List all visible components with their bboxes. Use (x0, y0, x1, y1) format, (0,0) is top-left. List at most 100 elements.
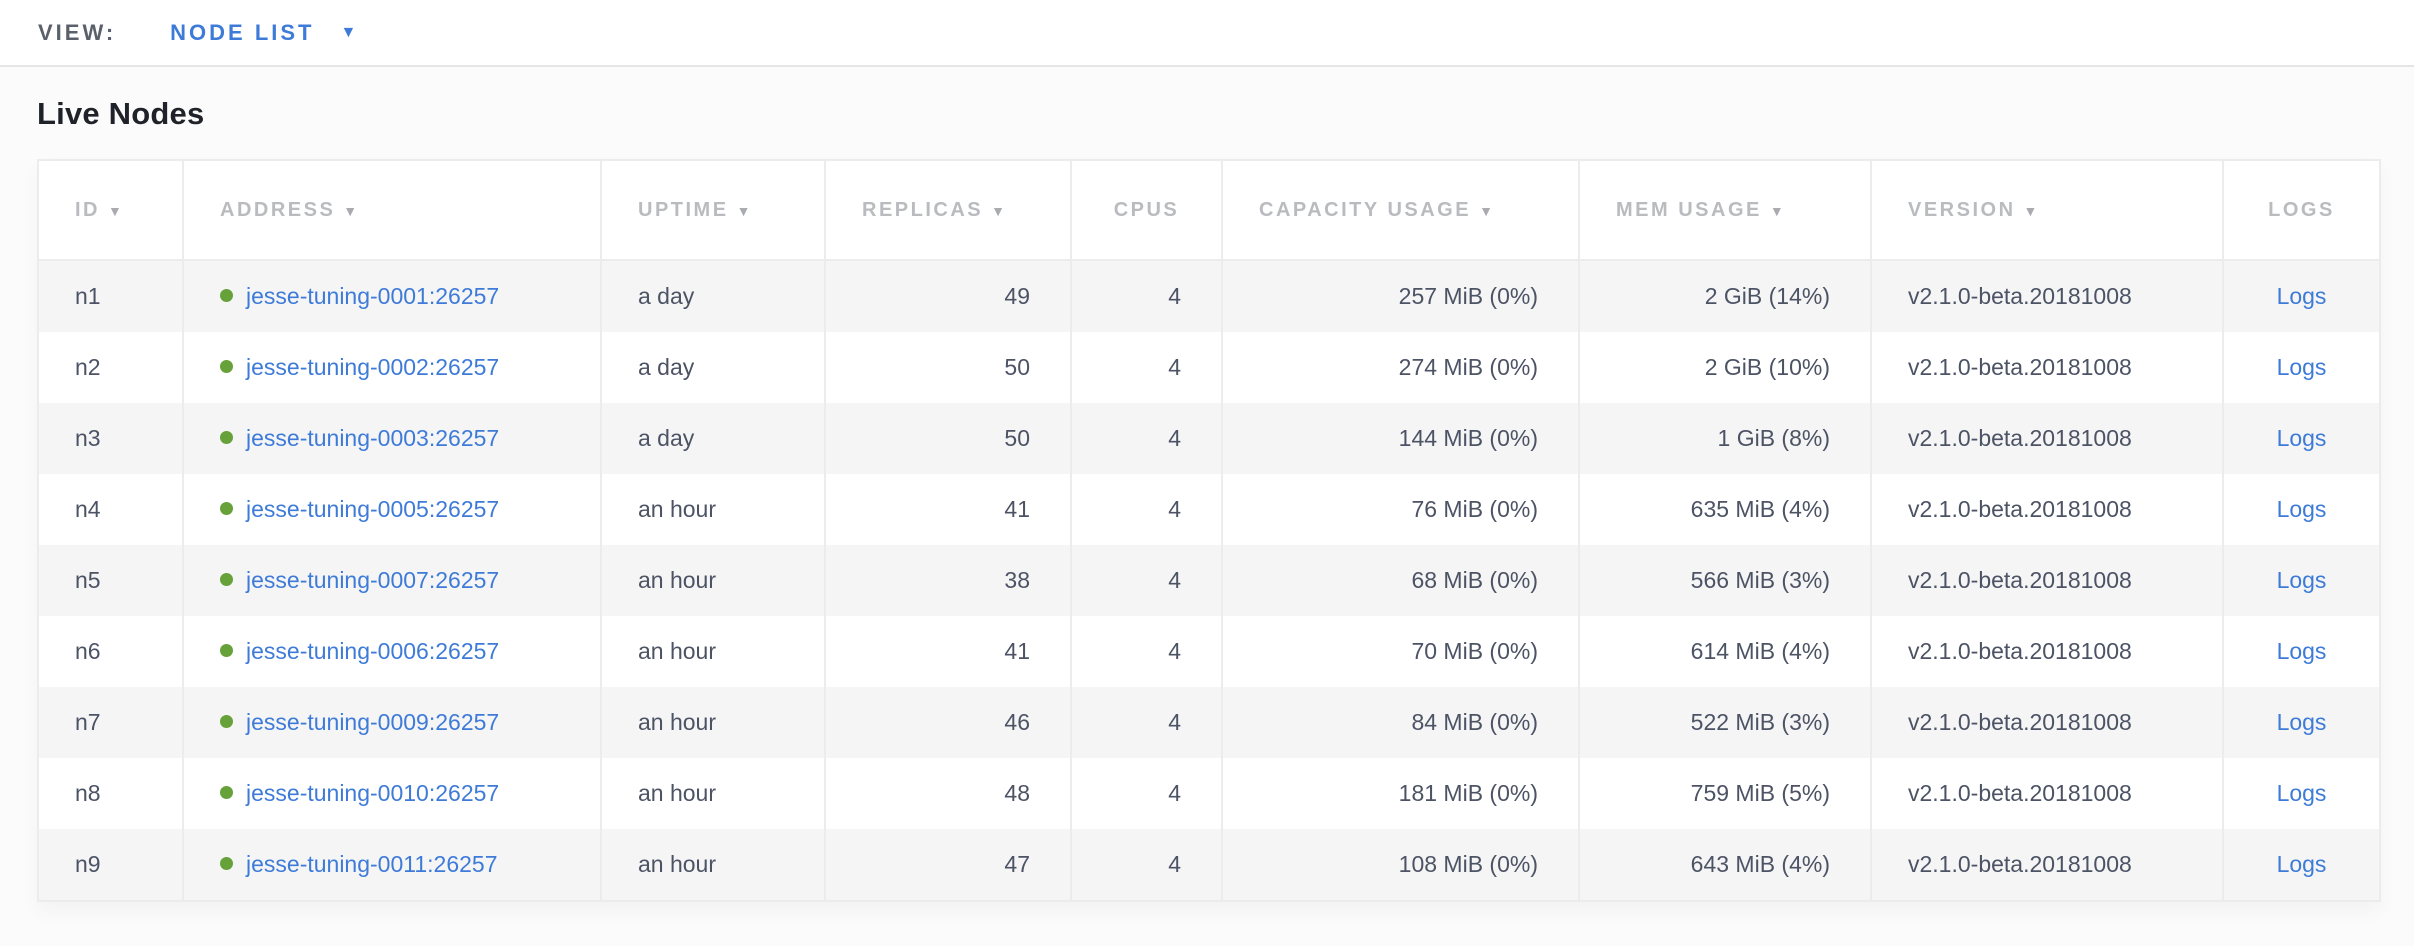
cell-replicas: 48 (826, 758, 1072, 829)
logs-link[interactable]: Logs (2276, 496, 2327, 522)
cell-address: jesse-tuning-0010:26257 (184, 758, 602, 829)
logs-link[interactable]: Logs (2276, 709, 2327, 735)
cell-uptime: an hour (602, 687, 826, 758)
column-header-label: MEM USAGE (1616, 198, 1762, 221)
cell-value: an hour (638, 709, 717, 735)
node-live-status-icon (220, 857, 233, 870)
cell-value: v2.1.0-beta.20181008 (1908, 709, 2132, 735)
cell-value: 643 MiB (4%) (1690, 851, 1830, 877)
cell-value: v2.1.0-beta.20181008 (1908, 638, 2132, 664)
logs-link[interactable]: Logs (2276, 851, 2327, 877)
node-address-link[interactable]: jesse-tuning-0007:26257 (246, 567, 500, 593)
node-address-link[interactable]: jesse-tuning-0006:26257 (246, 638, 500, 664)
sort-desc-icon: ▼ (1769, 202, 1787, 219)
sort-desc-icon: ▼ (1479, 202, 1496, 219)
view-dropdown[interactable]: NODE LIST ▼ (170, 20, 356, 46)
column-header-label: UPTIME (638, 198, 729, 221)
column-header-version[interactable]: VERSION ▼ (1872, 161, 2224, 261)
cell-value: 614 MiB (4%) (1690, 638, 1830, 664)
node-address-link[interactable]: jesse-tuning-0002:26257 (246, 354, 500, 380)
cell-version: v2.1.0-beta.20181008 (1872, 261, 2224, 332)
cell-logs: Logs (2224, 687, 2379, 758)
logs-link[interactable]: Logs (2276, 425, 2327, 451)
cell-mem_usage: 2 GiB (10%) (1580, 332, 1872, 403)
cell-cpus: 4 (1072, 687, 1223, 758)
cell-value: 50 (1004, 354, 1030, 380)
column-header-mem_usage[interactable]: MEM USAGE ▼ (1580, 161, 1872, 261)
column-header-address[interactable]: ADDRESS ▼ (184, 161, 602, 261)
cell-logs: Logs (2224, 829, 2379, 900)
cell-address: jesse-tuning-0003:26257 (184, 403, 602, 474)
table-row: n3 jesse-tuning-0003:26257 a day 50 4 144 MiB… (39, 403, 2379, 474)
logs-link[interactable]: Logs (2276, 638, 2327, 664)
cell-capacity_usage: 274 MiB (0%) (1223, 332, 1580, 403)
node-address-link[interactable]: jesse-tuning-0011:26257 (246, 851, 498, 877)
cell-value: a day (638, 425, 695, 451)
logs-link[interactable]: Logs (2276, 354, 2327, 380)
cell-mem_usage: 2 GiB (14%) (1580, 261, 1872, 332)
cell-address: jesse-tuning-0011:26257 (184, 829, 602, 900)
cell-value: n9 (75, 851, 101, 877)
cell-replicas: 41 (826, 474, 1072, 545)
cell-uptime: an hour (602, 545, 826, 616)
cell-logs: Logs (2224, 545, 2379, 616)
cell-cpus: 4 (1072, 829, 1223, 900)
cell-logs: Logs (2224, 616, 2379, 687)
logs-link[interactable]: Logs (2276, 780, 2327, 806)
cell-value: 76 MiB (0%) (1411, 496, 1538, 522)
cell-capacity_usage: 68 MiB (0%) (1223, 545, 1580, 616)
sort-desc-icon: ▼ (343, 202, 360, 219)
cell-cpus: 4 (1072, 332, 1223, 403)
node-live-status-icon (220, 431, 233, 444)
cell-capacity_usage: 84 MiB (0%) (1223, 687, 1580, 758)
column-header-replicas[interactable]: REPLICAS ▼ (826, 161, 1072, 261)
cell-value: an hour (638, 851, 717, 877)
node-address-link[interactable]: jesse-tuning-0009:26257 (246, 709, 500, 735)
node-address-link[interactable]: jesse-tuning-0010:26257 (246, 780, 500, 806)
cell-value: 38 (1004, 567, 1030, 593)
cell-capacity_usage: 181 MiB (0%) (1223, 758, 1580, 829)
column-header-id[interactable]: ID ▼ (39, 161, 184, 261)
cell-value: 48 (1004, 780, 1030, 806)
chevron-down-icon: ▼ (340, 23, 357, 41)
cell-value: 2 GiB (14%) (1704, 283, 1830, 309)
cell-value: a day (638, 283, 695, 309)
column-header-capacity_usage[interactable]: CAPACITY USAGE ▼ (1223, 161, 1580, 261)
cell-version: v2.1.0-beta.20181008 (1872, 403, 2224, 474)
cell-value: an hour (638, 780, 717, 806)
cell-mem_usage: 522 MiB (3%) (1580, 687, 1872, 758)
logs-link[interactable]: Logs (2276, 283, 2327, 309)
sort-desc-icon: ▼ (736, 202, 753, 219)
column-header-label: REPLICAS (862, 198, 984, 221)
cell-value: 144 MiB (0%) (1398, 425, 1538, 451)
cell-value: 4 (1168, 354, 1181, 380)
cell-id: n2 (39, 332, 184, 403)
cell-uptime: an hour (602, 616, 826, 687)
logs-link[interactable]: Logs (2276, 567, 2327, 593)
cell-id: n1 (39, 261, 184, 332)
column-header-label: LOGS (2268, 198, 2335, 221)
node-address-link[interactable]: jesse-tuning-0003:26257 (246, 425, 500, 451)
cell-value: v2.1.0-beta.20181008 (1908, 283, 2132, 309)
cell-capacity_usage: 257 MiB (0%) (1223, 261, 1580, 332)
column-header-label: CPUS (1113, 198, 1180, 221)
cell-value: 4 (1168, 638, 1181, 664)
cell-version: v2.1.0-beta.20181008 (1872, 332, 2224, 403)
cell-value: v2.1.0-beta.20181008 (1908, 496, 2132, 522)
cell-uptime: an hour (602, 829, 826, 900)
cell-value: 635 MiB (4%) (1690, 496, 1830, 522)
cell-value: n7 (75, 709, 101, 735)
column-header-uptime[interactable]: UPTIME ▼ (602, 161, 826, 261)
cell-value: 49 (1004, 283, 1030, 309)
cell-mem_usage: 643 MiB (4%) (1580, 829, 1872, 900)
cell-value: n1 (75, 283, 101, 309)
cell-value: n2 (75, 354, 101, 380)
cell-value: 70 MiB (0%) (1411, 638, 1538, 664)
cell-id: n8 (39, 758, 184, 829)
node-address-link[interactable]: jesse-tuning-0001:26257 (246, 283, 500, 309)
cell-value: v2.1.0-beta.20181008 (1908, 425, 2132, 451)
node-live-status-icon (220, 715, 233, 728)
cell-value: n8 (75, 780, 101, 806)
table-row: n5 jesse-tuning-0007:26257 an hour 38 4 68 Mi… (39, 545, 2379, 616)
node-address-link[interactable]: jesse-tuning-0005:26257 (246, 496, 500, 522)
